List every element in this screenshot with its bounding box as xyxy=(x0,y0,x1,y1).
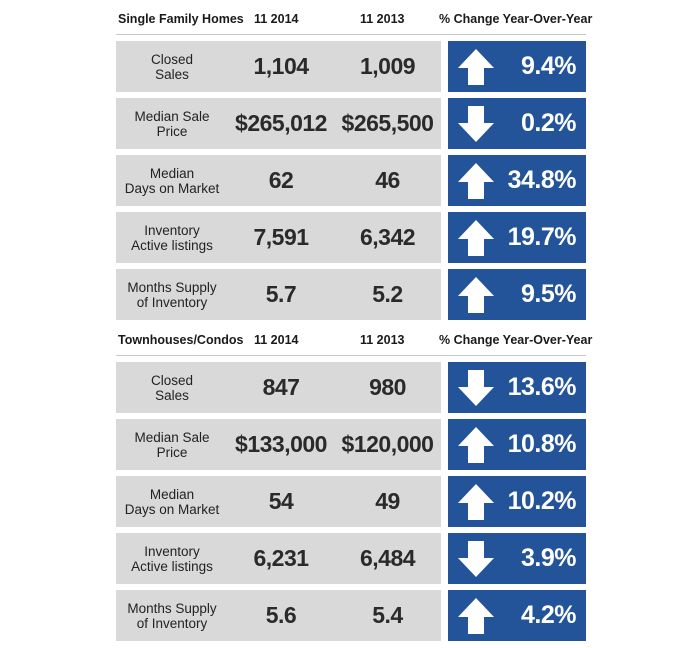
section-header: Townhouses/Condos 11 2014 11 2013 % Chan… xyxy=(116,329,592,356)
column-header-2013: 11 2013 xyxy=(360,333,405,347)
value-2014: $265,012 xyxy=(235,110,327,136)
metric-label: Median Sale Price xyxy=(134,108,210,139)
change-box: 3.9% xyxy=(448,533,586,584)
arrow-up-icon xyxy=(458,220,494,256)
change-percent: 34.8% xyxy=(507,166,577,194)
metric-label: Months Supply of Inventory xyxy=(127,279,217,310)
arrow-up-icon xyxy=(458,427,494,463)
arrow-down-icon xyxy=(458,541,494,577)
value-2013: 1,009 xyxy=(359,53,416,79)
metric-label: Median Days on Market xyxy=(124,486,220,517)
change-box: 9.4% xyxy=(448,41,586,92)
townhouse-condo-section: Townhouses/Condos 11 2014 11 2013 % Chan… xyxy=(116,329,592,641)
table-rows: Closed Sales 847 980 13.6% Median Sale Price… xyxy=(116,362,586,641)
metric-label: Median Days on Market xyxy=(124,165,220,196)
change-box: 9.5% xyxy=(448,269,586,320)
value-2014: 62 xyxy=(268,167,294,193)
metric-label: Closed Sales xyxy=(150,372,194,403)
metric-label: Months Supply of Inventory xyxy=(127,600,217,631)
change-percent: 10.8% xyxy=(507,430,577,458)
table-row: Closed Sales 847 980 13.6% xyxy=(116,362,586,413)
table-row: Median Days on Market 54 49 10.2% xyxy=(116,476,586,527)
change-box: 19.7% xyxy=(448,212,586,263)
row-background xyxy=(116,590,441,641)
table-row: Median Sale Price $265,012 $265,500 0.2% xyxy=(116,98,586,149)
table-row: Months Supply of Inventory 5.6 5.4 4.2% xyxy=(116,590,586,641)
row-background xyxy=(116,533,441,584)
table-row: Inventory Active listings 7,591 6,342 19.7% xyxy=(116,212,586,263)
change-box: 34.8% xyxy=(448,155,586,206)
section-title: Single Family Homes xyxy=(118,12,244,26)
column-header-2013: 11 2013 xyxy=(360,12,405,26)
row-background xyxy=(116,362,441,413)
section-title: Townhouses/Condos xyxy=(118,333,244,347)
single-family-section: Single Family Homes 11 2014 11 2013 % Ch… xyxy=(116,8,592,320)
value-2014: 5.7 xyxy=(265,281,297,307)
metric-label: Inventory Active listings xyxy=(131,222,213,253)
row-background xyxy=(116,476,441,527)
change-box: 10.8% xyxy=(448,419,586,470)
value-2013: $120,000 xyxy=(341,431,434,457)
change-percent: 13.6% xyxy=(507,373,577,401)
table-row: Closed Sales 1,104 1,009 9.4% xyxy=(116,41,586,92)
row-background xyxy=(116,269,441,320)
change-percent: 9.5% xyxy=(521,280,576,308)
change-percent: 3.9% xyxy=(521,544,576,572)
column-header-2014: 11 2014 xyxy=(254,12,299,26)
table-row: Median Sale Price $133,000 $120,000 10.8% xyxy=(116,419,586,470)
column-header-2014: 11 2014 xyxy=(254,333,299,347)
row-background xyxy=(116,212,441,263)
value-2013: 46 xyxy=(375,167,400,193)
arrow-up-icon xyxy=(458,163,494,199)
table-row: Median Days on Market 62 46 34.8% xyxy=(116,155,586,206)
change-percent: 9.4% xyxy=(521,52,576,80)
value-2013: 5.2 xyxy=(372,281,403,307)
metric-label: Inventory Active listings xyxy=(131,543,213,574)
arrow-up-icon xyxy=(458,598,494,634)
change-percent: 10.2% xyxy=(507,487,577,515)
metric-label: Closed Sales xyxy=(150,51,194,82)
row-background xyxy=(116,155,441,206)
value-2013: 49 xyxy=(375,488,400,514)
metric-label: Median Sale Price xyxy=(134,429,210,460)
change-percent: 4.2% xyxy=(521,601,576,629)
value-2014: 1,104 xyxy=(253,53,309,79)
column-header-change: % Change Year-Over-Year xyxy=(439,333,593,347)
change-box: 10.2% xyxy=(448,476,586,527)
change-box: 0.2% xyxy=(448,98,586,149)
arrow-up-icon xyxy=(458,484,494,520)
arrow-up-icon xyxy=(458,277,494,313)
row-background xyxy=(116,41,441,92)
arrow-up-icon xyxy=(458,49,494,85)
value-2014: 54 xyxy=(268,488,294,514)
change-percent: 19.7% xyxy=(507,223,577,251)
value-2014: 847 xyxy=(262,374,300,400)
value-2014: 5.6 xyxy=(265,602,297,628)
value-2014: 6,231 xyxy=(253,545,309,571)
row-background xyxy=(116,98,441,149)
change-box: 13.6% xyxy=(448,362,586,413)
arrow-down-icon xyxy=(458,106,494,142)
value-2014: $133,000 xyxy=(235,431,327,457)
value-2013: 5.4 xyxy=(372,602,403,628)
column-header-change: % Change Year-Over-Year xyxy=(439,12,593,26)
value-2014: 7,591 xyxy=(253,224,309,250)
row-background xyxy=(116,419,441,470)
value-2013: 6,484 xyxy=(359,545,416,571)
section-header: Single Family Homes 11 2014 11 2013 % Ch… xyxy=(116,8,592,35)
value-2013: 6,342 xyxy=(359,224,416,250)
table-row: Months Supply of Inventory 5.7 5.2 9.5% xyxy=(116,269,586,320)
change-percent: 0.2% xyxy=(521,109,576,137)
table-rows: Closed Sales 1,104 1,009 9.4% Median Sale Pr… xyxy=(116,41,586,320)
change-box: 4.2% xyxy=(448,590,586,641)
value-2013: 980 xyxy=(369,374,406,400)
value-2013: $265,500 xyxy=(341,110,434,136)
table-row: Inventory Active listings 6,231 6,484 3.9% xyxy=(116,533,586,584)
arrow-down-icon xyxy=(458,370,494,406)
